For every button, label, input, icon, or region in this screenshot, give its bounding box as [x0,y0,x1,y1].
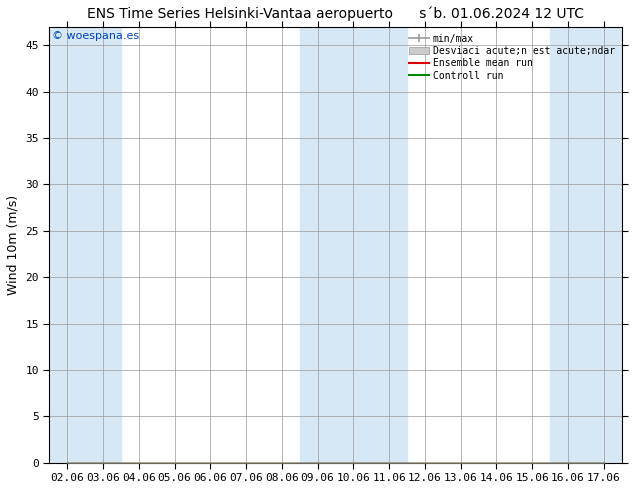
Title: ENS Time Series Helsinki-Vantaa aeropuerto      s´b. 01.06.2024 12 UTC: ENS Time Series Helsinki-Vantaa aeropuer… [87,7,584,22]
Text: © woespana.es: © woespana.es [52,31,139,41]
Bar [300,27,407,463]
Legend: min/max, Desviaci acute;n est acute;ndar, Ensemble mean run, Controll run: min/max, Desviaci acute;n est acute;ndar… [407,32,617,83]
Bar [49,27,121,463]
Bar [550,27,634,463]
Y-axis label: Wind 10m (m/s): Wind 10m (m/s) [7,195,20,295]
